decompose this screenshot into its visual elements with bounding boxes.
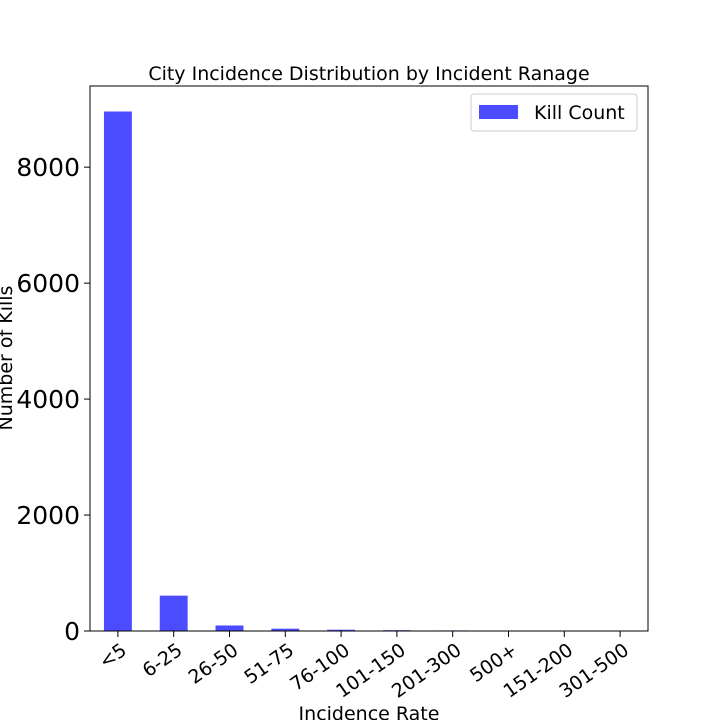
bar-26-50 <box>216 625 244 631</box>
y-tick-label: 2000 <box>16 501 80 530</box>
legend-swatch-kill-count <box>479 105 518 119</box>
y-axis-label: Number of Kills <box>0 286 17 431</box>
y-tick-label: 4000 <box>16 385 80 414</box>
bar-6-25 <box>160 596 188 631</box>
legend-label-kill-count: Kill Count <box>534 102 625 124</box>
chart-title: City Incidence Distribution by Incident … <box>148 63 589 85</box>
bar-5 <box>104 112 132 631</box>
y-tick-label: 0 <box>64 617 80 646</box>
y-tick-label: 6000 <box>16 269 80 298</box>
x-axis-label: Incidence Rate <box>299 703 440 720</box>
y-tick-label: 8000 <box>16 153 80 182</box>
legend: Kill Count <box>471 94 637 131</box>
